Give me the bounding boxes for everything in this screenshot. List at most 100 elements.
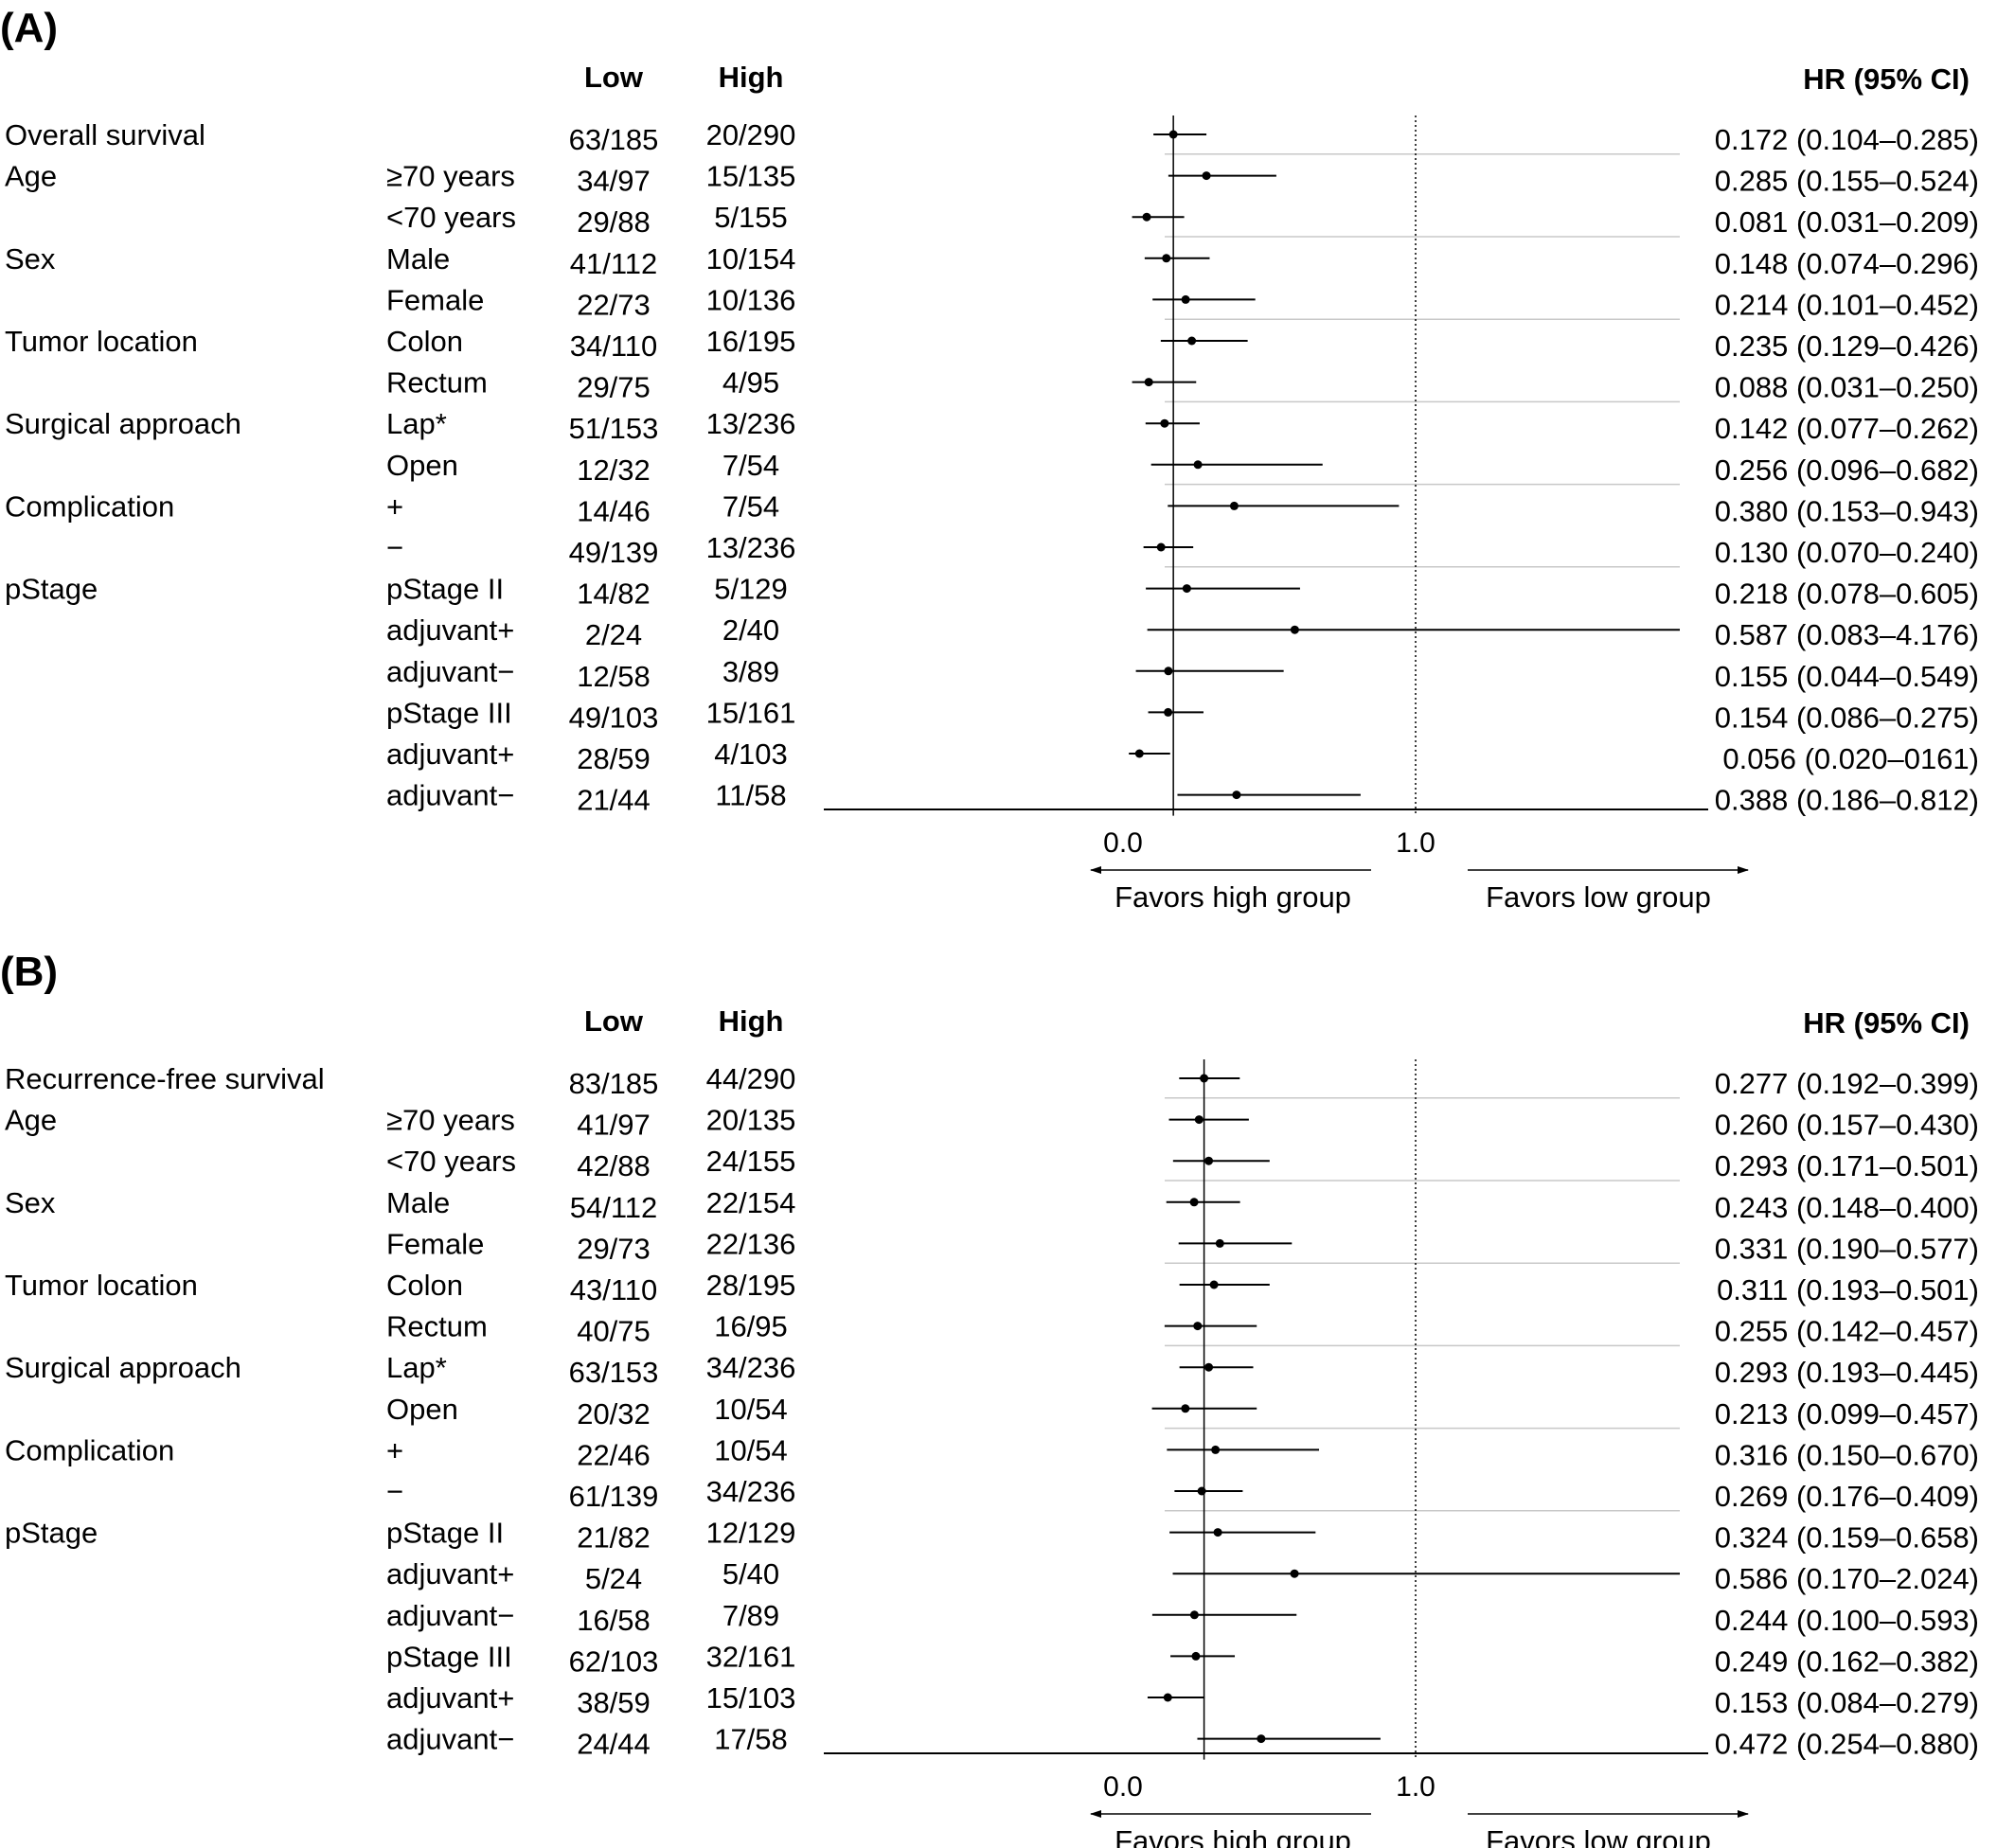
hr-point: [1290, 1569, 1299, 1578]
hr-ci-text: 0.316 (0.150–0.670): [1715, 1438, 1979, 1471]
subgroup-label: adjuvant−: [386, 1723, 514, 1756]
hr-point: [1156, 542, 1166, 552]
hr-point: [1257, 1734, 1266, 1744]
low-count: 2/24: [585, 618, 642, 651]
high-count: 44/290: [706, 1062, 796, 1095]
panel-label: (B): [0, 949, 58, 995]
subgroup-label: Female: [386, 1227, 484, 1260]
low-count: 20/32: [577, 1397, 651, 1430]
column-header-low: Low: [584, 1004, 644, 1038]
hr-ci-text: 0.155 (0.044–0.549): [1715, 660, 1979, 693]
hr-point: [1189, 1610, 1199, 1620]
x-tick-label: 0.0: [1103, 827, 1143, 859]
row-label: Surgical approach: [5, 407, 241, 440]
subgroup-label: Rectum: [386, 1310, 488, 1343]
favors-left-label: Favors high group: [1114, 880, 1351, 914]
low-count: 16/58: [577, 1604, 651, 1637]
low-count: 61/139: [569, 1480, 659, 1513]
subgroup-label: <70 years: [386, 1145, 516, 1178]
low-count: 41/97: [577, 1109, 651, 1142]
subgroup-label: Male: [386, 1186, 450, 1219]
hr-ci-text: 0.214 (0.101–0.452): [1715, 288, 1979, 321]
row-label: pStage: [5, 1517, 98, 1550]
low-count: 21/82: [577, 1521, 651, 1555]
high-count: 22/136: [706, 1227, 796, 1260]
subgroup-label: adjuvant+: [386, 1681, 514, 1715]
hr-ci-text: 0.269 (0.176–0.409): [1715, 1480, 1979, 1513]
low-count: 49/139: [569, 536, 659, 569]
hr-ci-text: 0.586 (0.170–2.024): [1715, 1562, 1979, 1595]
hr-point: [1163, 1693, 1172, 1702]
hr-ci-text: 0.293 (0.171–0.501): [1715, 1149, 1979, 1182]
subgroup-label: Lap*: [386, 1351, 447, 1384]
high-count: 15/103: [706, 1681, 796, 1715]
high-count: 28/195: [706, 1269, 796, 1302]
hr-point: [1204, 1362, 1214, 1372]
hr-point: [1191, 1651, 1201, 1661]
hr-ci-text: 0.142 (0.077–0.262): [1715, 412, 1979, 445]
subgroup-label: adjuvant+: [386, 737, 514, 771]
subgroup-label: +: [386, 1433, 403, 1466]
hr-point: [1290, 625, 1299, 634]
high-count: 20/135: [706, 1104, 796, 1137]
column-header-hr: HR (95% CI): [1803, 62, 1970, 96]
hr-ci-text: 0.285 (0.155–0.524): [1715, 165, 1979, 198]
hr-point: [1142, 212, 1151, 222]
high-count: 32/161: [706, 1640, 796, 1673]
hr-ci-text: 0.213 (0.099–0.457): [1715, 1397, 1979, 1430]
hr-ci-text: 0.081 (0.031–0.209): [1715, 205, 1979, 239]
x-tick-label: 1.0: [1396, 827, 1435, 859]
high-count: 7/54: [722, 449, 779, 482]
subgroup-label: pStage III: [386, 1640, 512, 1673]
row-label: Recurrence-free survival: [5, 1062, 325, 1095]
row-label: Overall survival: [5, 118, 205, 151]
hr-ci-text: 0.260 (0.157–0.430): [1715, 1109, 1979, 1142]
hr-point: [1162, 254, 1171, 263]
high-count: 17/58: [714, 1723, 788, 1756]
low-count: 83/185: [569, 1067, 659, 1100]
hr-point: [1229, 501, 1239, 510]
subgroup-label: adjuvant−: [386, 1599, 514, 1632]
hr-ci-text: 0.249 (0.162–0.382): [1715, 1644, 1979, 1678]
x-tick-label: 1.0: [1396, 1771, 1435, 1803]
high-count: 34/236: [706, 1475, 796, 1508]
hr-ci-text: 0.255 (0.142–0.457): [1715, 1315, 1979, 1348]
subgroup-label: adjuvant−: [386, 655, 514, 688]
column-header-high: High: [719, 1004, 784, 1038]
low-count: 12/32: [577, 453, 651, 487]
subgroup-label: adjuvant+: [386, 1557, 514, 1590]
high-count: 13/236: [706, 531, 796, 564]
subgroup-label: −: [386, 531, 403, 564]
low-count: 63/153: [569, 1356, 659, 1389]
low-count: 49/103: [569, 701, 659, 734]
high-count: 10/54: [714, 1393, 788, 1426]
high-count: 4/95: [722, 366, 779, 400]
subgroup-label: Colon: [386, 325, 463, 358]
hr-ci-text: 0.243 (0.148–0.400): [1715, 1191, 1979, 1224]
hr-ci-text: 0.293 (0.193–0.445): [1715, 1356, 1979, 1389]
low-count: 12/58: [577, 660, 651, 693]
hr-ci-text: 0.218 (0.078–0.605): [1715, 578, 1979, 611]
column-header-low: Low: [584, 61, 644, 94]
row-label: Tumor location: [5, 325, 198, 358]
hr-ci-text: 0.472 (0.254–0.880): [1715, 1728, 1979, 1761]
low-count: 54/112: [570, 1191, 658, 1224]
hr-ci-text: 0.256 (0.096–0.682): [1715, 453, 1979, 487]
subgroup-label: adjuvant+: [386, 613, 514, 647]
subgroup-label: pStage III: [386, 696, 512, 729]
high-count: 5/155: [714, 201, 788, 234]
high-count: 2/40: [722, 613, 779, 647]
hr-ci-text: 0.235 (0.129–0.426): [1715, 329, 1979, 363]
column-header-hr: HR (95% CI): [1803, 1006, 1970, 1040]
subgroup-label: Open: [386, 1393, 458, 1426]
subgroup-label: Female: [386, 283, 484, 316]
low-count: 29/75: [577, 371, 651, 404]
hr-ci-text: 0.148 (0.074–0.296): [1715, 247, 1979, 280]
row-label: Sex: [5, 1186, 56, 1219]
subgroup-label: pStage II: [386, 573, 504, 606]
subgroup-label: <70 years: [386, 201, 516, 234]
hr-point: [1189, 1198, 1199, 1207]
hr-point: [1187, 336, 1197, 346]
hr-point: [1232, 791, 1241, 800]
hr-point: [1182, 584, 1191, 594]
